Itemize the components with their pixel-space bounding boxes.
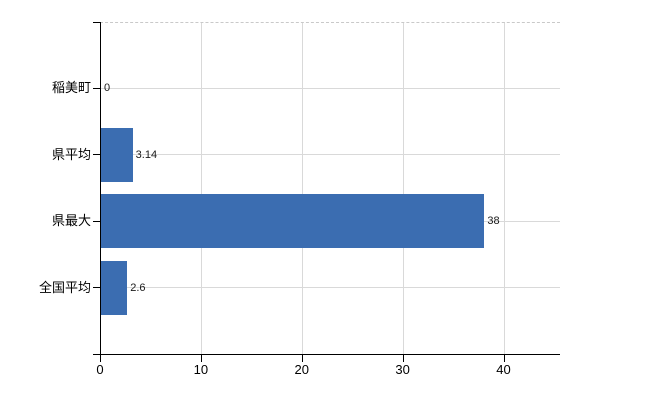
y-axis-tick [93,287,100,289]
bar [101,127,133,182]
bar [101,260,128,315]
x-axis-line [93,354,560,355]
gridline-vertical [503,22,505,354]
category-label: 県平均 [51,146,91,162]
y-axis-tick [93,154,100,156]
x-axis-tick [402,355,404,362]
gridline-vertical [402,22,404,354]
x-axis-tick [301,355,303,362]
x-tick-label: 0 [96,362,104,377]
category-label: 県最大 [51,213,91,229]
x-axis-tick [200,355,202,362]
x-tick-label: 30 [395,362,410,377]
category-label: 全国平均 [38,279,91,295]
gridline-horizontal [100,87,560,89]
bar-value-label: 2.6 [130,281,146,294]
x-tick-label: 40 [496,362,511,377]
y-axis-line [100,22,101,355]
gridline-vertical [301,22,303,354]
x-axis-tick [100,355,101,362]
bar-value-label: 38 [487,215,500,228]
x-tick-label: 20 [294,362,309,377]
y-axis-tick [93,87,100,89]
chart-top-border [100,22,560,23]
y-axis-tick [93,220,100,222]
y-axis-end-tick [93,22,100,23]
gridline-horizontal [100,287,560,289]
x-tick-label: 10 [193,362,209,377]
gridline-vertical [200,22,202,354]
gridline-horizontal [100,154,560,156]
bar-value-label: 3.14 [135,148,158,161]
x-axis-tick [503,355,505,362]
category-label: 稲美町 [51,80,91,96]
bar [101,194,485,249]
bar-value-label: 0 [104,82,111,95]
